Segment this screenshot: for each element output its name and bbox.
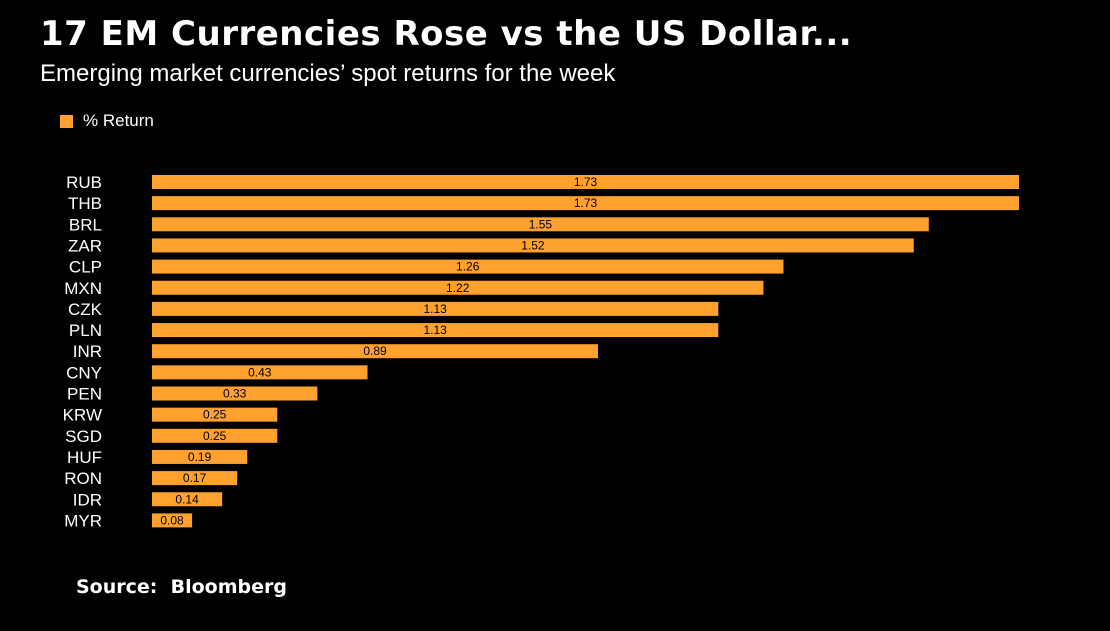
category-label: KRW (63, 406, 102, 425)
category-label: MYR (64, 511, 102, 530)
category-label: RUB (66, 173, 102, 192)
legend-swatch (60, 114, 73, 128)
legend-label: % Return (83, 111, 154, 130)
bar (152, 428, 278, 443)
category-label: INR (73, 342, 102, 361)
bar (152, 217, 929, 232)
bar (152, 301, 719, 316)
category-label: HUF (67, 448, 102, 467)
category-label: BRL (69, 215, 102, 234)
data-label: 1.26 (456, 260, 480, 274)
category-label: SGD (65, 427, 102, 446)
category-label: PEN (67, 385, 102, 404)
data-label: 1.52 (521, 238, 545, 252)
category-label: CZK (68, 300, 103, 319)
bar (152, 238, 914, 253)
bar (152, 386, 318, 401)
bar (152, 513, 193, 528)
bar (152, 407, 278, 422)
bar (152, 471, 238, 486)
chart-subtitle: Emerging market currencies’ spot returns… (40, 60, 616, 87)
category-label: CNY (66, 363, 102, 382)
data-label: 0.33 (223, 387, 247, 401)
bar (152, 449, 248, 464)
category-label: CLP (69, 258, 102, 277)
bar (152, 175, 1019, 189)
bar (152, 196, 1019, 211)
data-label: 0.25 (203, 429, 227, 443)
bar (152, 344, 599, 359)
data-label: 1.13 (423, 323, 447, 337)
data-label: 0.25 (203, 408, 227, 422)
data-label: 1.73 (574, 196, 598, 210)
data-label: 1.73 (574, 175, 598, 189)
data-label: 0.14 (175, 492, 199, 506)
data-label: 0.08 (160, 513, 184, 527)
bar (152, 259, 784, 274)
category-label: IDR (73, 490, 102, 509)
data-label: 0.19 (188, 450, 212, 464)
data-label: 0.43 (248, 365, 272, 379)
chart-title: 17 EM Currencies Rose vs the US Dollar..… (40, 14, 853, 54)
category-label: THB (68, 194, 102, 213)
data-label: 0.89 (363, 344, 387, 358)
category-label: ZAR (68, 236, 102, 255)
category-label: MXN (64, 279, 102, 298)
bar (152, 365, 368, 380)
data-label: 1.55 (529, 217, 553, 231)
bar (152, 280, 764, 295)
source-note: Source: Bloomberg (76, 576, 287, 598)
legend: % Return (60, 111, 154, 131)
data-label: 1.13 (423, 302, 447, 316)
bar (152, 323, 719, 338)
category-label: RON (64, 469, 102, 488)
category-label: PLN (69, 321, 102, 340)
data-label: 0.17 (183, 471, 207, 485)
data-label: 1.22 (446, 281, 470, 295)
bar (152, 492, 223, 507)
